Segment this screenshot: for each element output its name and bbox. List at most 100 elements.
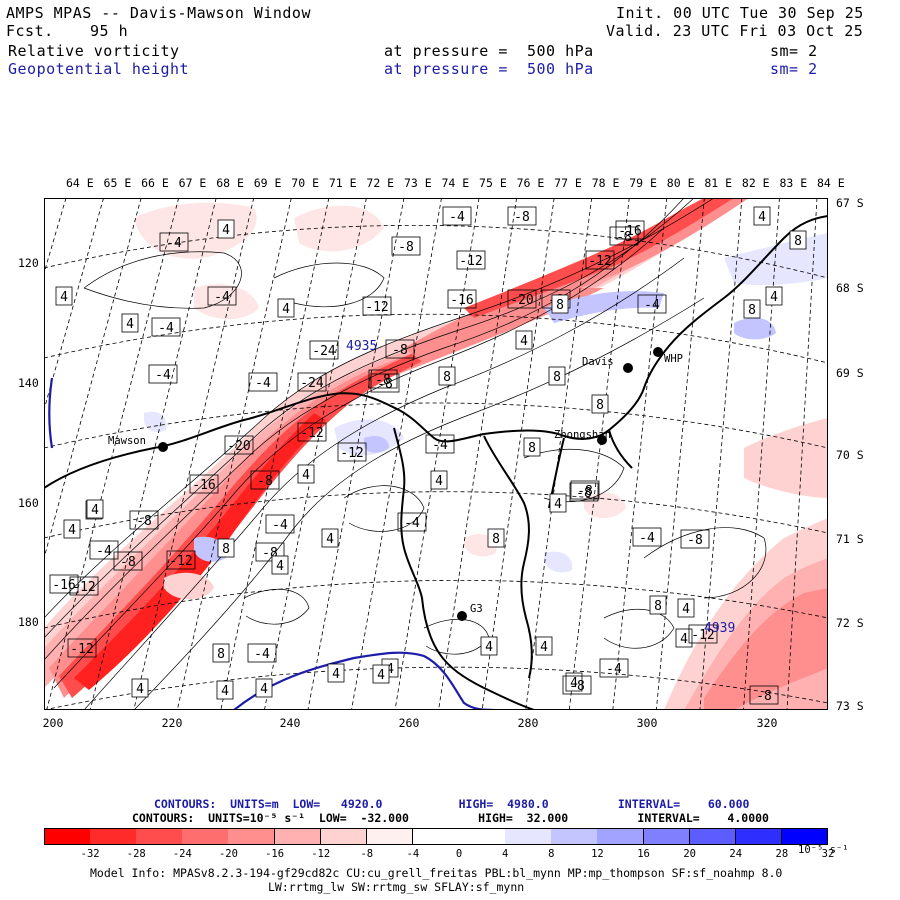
field2-smoothing: sm= 2 [770,60,818,78]
vorticity-label-box [425,434,455,454]
vorticity-label-box [609,226,639,246]
vorticity-label-box [265,514,295,534]
vorticity-label: 4 [435,474,443,489]
colorbar-tick-label: 20 [683,848,696,860]
vorticity-label-box [551,294,569,314]
vorticity-label: 4 [680,632,688,647]
vorticity-label-box [749,685,779,705]
vorticity-label-box [675,628,693,648]
vorticity-label-box [632,527,662,547]
height-label: 4939 [704,621,735,636]
latitude-label: 70 S [836,448,864,462]
vorticity-label: 8 [528,441,536,456]
vorticity-label: -12 [588,254,611,269]
vorticity-label-box [337,442,367,462]
longitude-label: 77 E [554,176,582,190]
vorticity-label: 4 [682,602,690,617]
meridian-line [264,198,367,710]
vorticity-label-box [63,519,81,539]
colorbar-tick-label: -20 [218,848,238,860]
vorticity-label-box [49,574,79,594]
vorticity-label-box [569,482,599,502]
vorticity-label-box [321,528,339,548]
vorticity-label: -16 [618,224,641,239]
colorbar-tick-label: -28 [126,848,146,860]
meridian-line [786,198,818,710]
latitude-label: 69 S [836,366,864,380]
vorticity-label-box [297,422,327,442]
init-time: Init. 00 UTC Tue 30 Sep 25 [616,4,864,22]
vorticity-label: -8 [616,230,632,245]
vorticity-label-box [562,675,592,695]
vorticity-label-box [86,499,104,519]
colorbar-tick-label: 12 [591,848,604,860]
vorticity-label-box [55,286,73,306]
longitude-label: 71 E [328,176,357,190]
vorticity-label: 8 [654,599,662,614]
grid-x-tick: 280 [517,716,539,730]
meridian-line [89,198,217,710]
station-name: Davis [582,356,614,368]
station-dot [597,435,607,445]
vorticity-label-box [591,394,609,414]
station-dot [653,347,663,357]
vorticity-label-box [385,339,415,359]
longitude-label: 73 E [403,176,432,190]
vorticity-label: 4 [260,682,268,697]
field2-level: at pressure = 500 hPa [384,60,594,78]
field1-level: at pressure = 500 hPa [384,42,594,60]
vorticity-label-box [487,528,505,548]
meridian-line [525,198,593,710]
vorticity-label: -8 [398,240,414,255]
vorticity-label: 4 [570,676,578,691]
vorticity-label: 4 [221,684,229,699]
vorticity-label: 8 [794,234,802,249]
height-contour-info: CONTOURS: UNITS=m LOW= 4920.0 HIGH= 4980… [154,797,750,811]
vorticity-label: -4 [214,290,230,305]
vorticity-label: -12 [459,254,482,269]
vorticity-label: 4 [136,682,144,697]
vorticity-label-box [599,658,629,678]
field1-name: Relative vorticity [8,42,180,60]
colorbar-swatch [551,828,598,845]
longitude-label: 79 E [629,176,657,190]
meridian-lines [44,198,818,710]
latitude-label: 71 S [836,532,864,546]
vorticity-label: 8 [217,647,225,662]
vorticity-label-box [217,538,235,558]
field2-name: Geopotential height [8,60,190,78]
colorbar-tick-label: 24 [729,848,743,860]
longitude-label: 83 E [779,176,808,190]
vorticity-label: -8 [257,474,273,489]
vorticity-label: -12 [70,642,93,657]
colorbar-tick-label: -12 [311,848,331,860]
valid-time: Valid. 23 UTC Fri 03 Oct 25 [606,22,864,40]
vorticity-label: 8 [748,303,756,318]
vorticity-label: -8 [136,514,152,529]
vorticity-label: -12 [691,628,714,643]
vorticity-label: 4 [386,662,394,677]
vorticity-label: -4 [254,647,270,662]
forecast-hours: 95 h [90,22,129,40]
vorticity-label: 8 [443,370,451,385]
meridian-line [612,198,668,710]
longitude-label: 72 E [366,176,395,190]
grid-y-tick: 180 [18,615,39,629]
vorticity-shading [44,198,828,710]
vorticity-label-box [372,664,390,684]
vorticity-label-box [67,638,97,658]
vorticity-label-box [570,480,600,500]
longitude-label: 64 E [66,176,94,190]
vorticity-label-box [327,663,345,683]
vorticity-label: -8 [687,533,703,548]
vorticity-label-box [615,220,645,240]
vorticity-label-box [680,529,710,549]
meridian-line [743,198,780,710]
vorticity-label: -16 [52,578,75,593]
longitude-label: 66 E [141,176,169,190]
grid-x-tick: 220 [161,716,183,730]
vorticity-label-box [297,464,315,484]
meridian-line [394,198,480,710]
vorticity-label-box [297,372,327,392]
colorbar-swatch [643,828,691,845]
